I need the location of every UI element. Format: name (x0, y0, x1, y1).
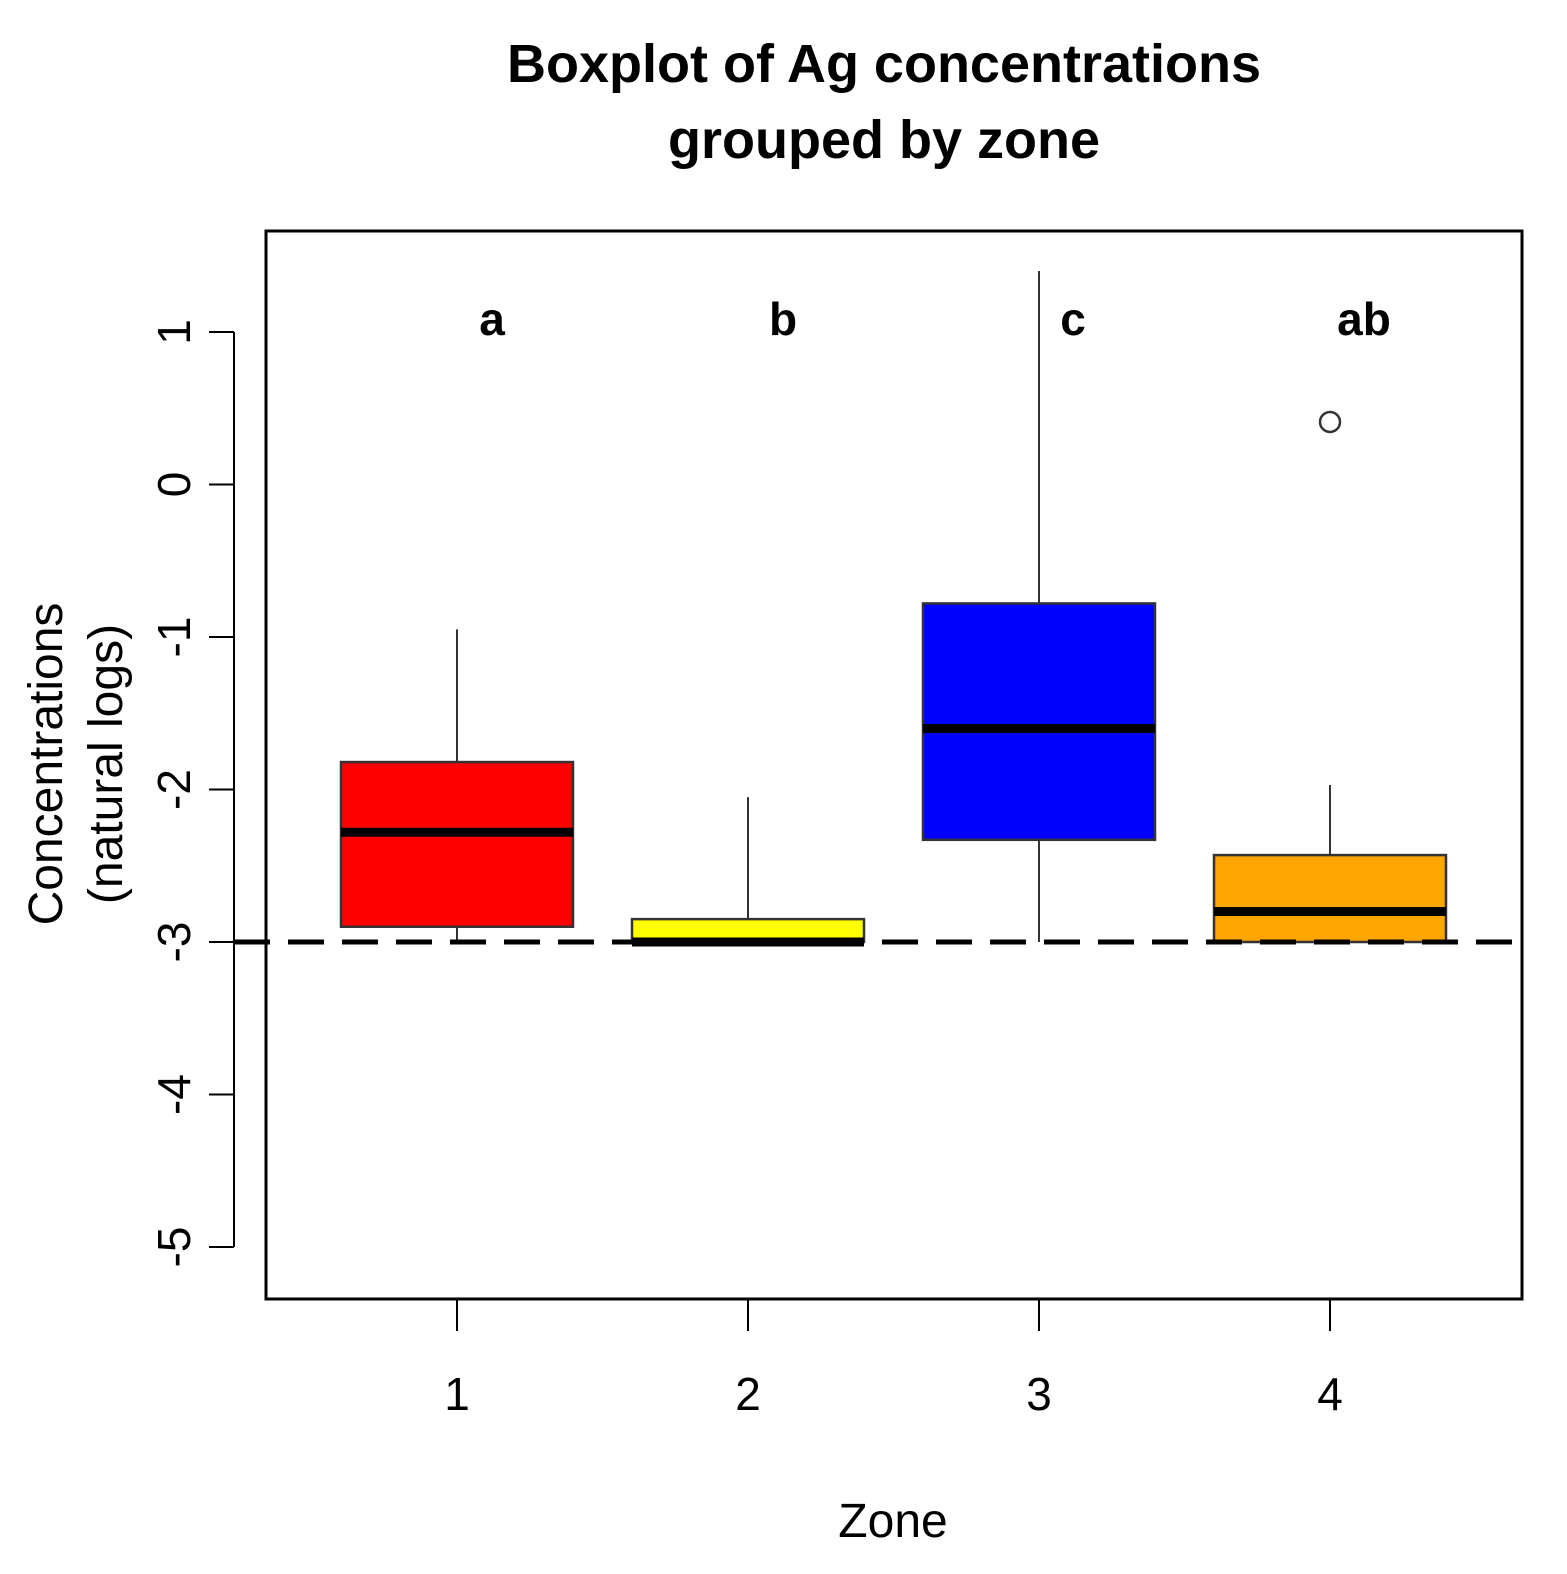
group-letter-2: b (769, 293, 797, 345)
x-axis-title: Zone (838, 1495, 947, 1548)
box-zone-3 (921, 271, 1157, 942)
outlier-point (1318, 410, 1342, 434)
box-zone-1 (339, 629, 575, 942)
x-tick-label: 2 (735, 1368, 761, 1420)
y-tick-label: 0 (148, 472, 200, 498)
y-tick-label: -3 (148, 922, 200, 963)
chart-title-line-1: Boxplot of Ag concentrations (507, 34, 1261, 94)
group-letter-4: ab (1337, 293, 1391, 345)
y-tick-label: 1 (148, 319, 200, 345)
box-zone-4 (1212, 410, 1448, 944)
y-tick-label: -4 (148, 1074, 200, 1115)
y-tick-label: -5 (148, 1227, 200, 1268)
y-tick-label: -2 (148, 769, 200, 810)
y-axis-title-line-1: Concentrations (20, 603, 73, 926)
group-letters: a b c ab (479, 293, 1391, 345)
y-tick-label: -1 (148, 617, 200, 658)
x-tick-label: 3 (1026, 1368, 1052, 1420)
box-iqr (339, 760, 575, 928)
chart-title-line-2: grouped by zone (668, 110, 1100, 170)
x-tick-label: 4 (1317, 1368, 1343, 1420)
box-iqr (921, 602, 1157, 842)
box-zone-2 (630, 797, 866, 947)
x-axis: 1 2 3 4 (444, 1297, 1343, 1420)
group-letter-3: c (1060, 293, 1086, 345)
group-letter-1: a (479, 293, 505, 345)
box-series (339, 271, 1448, 947)
x-tick-label: 1 (444, 1368, 470, 1420)
y-axis: 1 0 -1 -2 -3 -4 -5 (148, 319, 235, 1268)
box-iqr (1212, 853, 1448, 944)
y-axis-title-line-2: (natural logs) (80, 624, 133, 904)
